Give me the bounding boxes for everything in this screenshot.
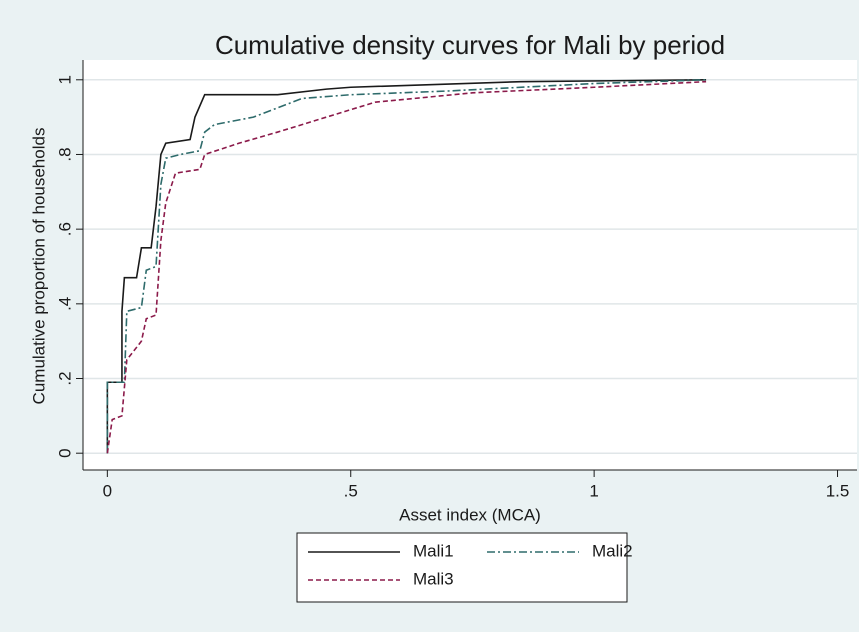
legend-label: Mali1 bbox=[413, 541, 454, 560]
legend-box bbox=[296, 532, 628, 603]
plot-area bbox=[83, 60, 857, 470]
y-tick-label: 0 bbox=[55, 448, 74, 457]
x-tick-label: 1 bbox=[589, 481, 598, 500]
legend-label: Mali2 bbox=[592, 541, 633, 560]
series-line bbox=[106, 80, 707, 454]
y-tick-label: .6 bbox=[55, 222, 74, 236]
x-tick-label: 1.5 bbox=[826, 481, 850, 500]
y-axis-label: Cumulative proportion of households bbox=[29, 128, 48, 405]
x-axis-label: Asset index (MCA) bbox=[399, 505, 541, 524]
x-tick-label: .5 bbox=[344, 481, 358, 500]
y-tick-label: 1 bbox=[55, 75, 74, 84]
y-tick-label: .4 bbox=[55, 297, 74, 311]
series-line bbox=[106, 78, 707, 454]
y-tick-label: .2 bbox=[55, 371, 74, 385]
legend-label: Mali3 bbox=[413, 569, 454, 588]
y-tick-label: .8 bbox=[55, 147, 74, 161]
chart-title: Cumulative density curves for Mali by pe… bbox=[215, 30, 725, 60]
x-tick-label: 0 bbox=[103, 481, 112, 500]
